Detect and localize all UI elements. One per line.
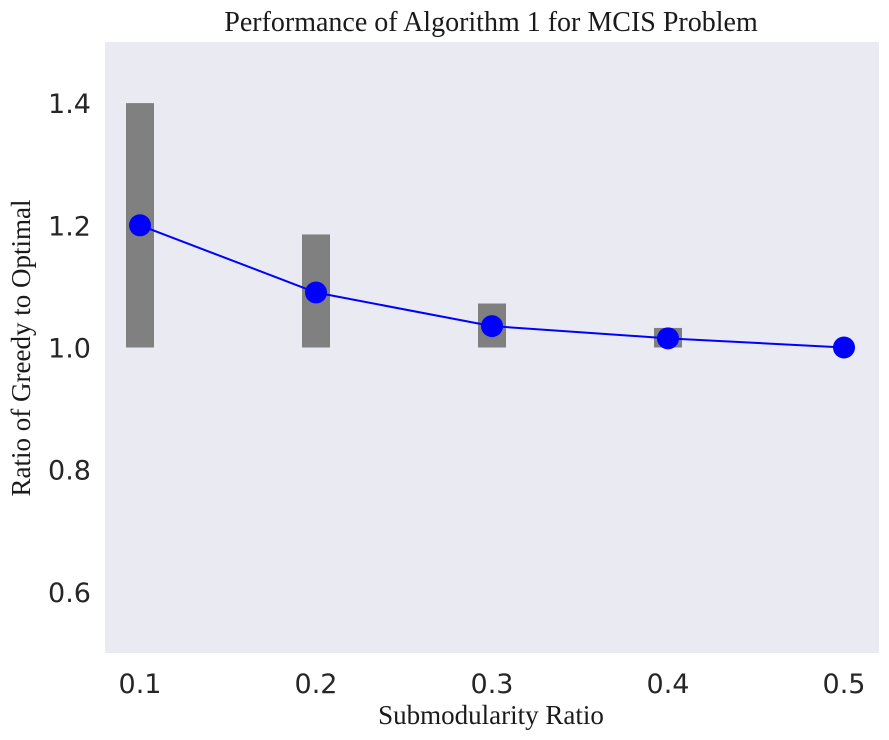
data-point xyxy=(305,281,327,304)
y-tick-label: 0.8 xyxy=(48,456,91,487)
data-point xyxy=(833,336,855,359)
x-tick-label: 0.5 xyxy=(823,669,866,700)
data-point xyxy=(657,327,679,350)
x-tick-label: 0.3 xyxy=(471,669,514,700)
x-tick-labels: 0.1 0.2 0.3 0.4 0.5 xyxy=(119,669,866,700)
chart-title: Performance of Algorithm 1 for MCIS Prob… xyxy=(224,7,758,38)
y-tick-label: 0.6 xyxy=(48,578,91,609)
y-tick-label: 1.2 xyxy=(48,211,91,242)
y-axis-label: Ratio of Greedy to Optimal xyxy=(6,200,36,497)
x-tick-label: 0.1 xyxy=(119,669,162,700)
y-tick-label: 1.4 xyxy=(48,89,91,120)
data-point xyxy=(129,214,151,237)
data-point xyxy=(481,315,503,338)
x-axis-label: Submodularity Ratio xyxy=(378,700,604,730)
series-points xyxy=(129,214,855,359)
x-tick-label: 0.2 xyxy=(295,669,338,700)
x-tick-label: 0.4 xyxy=(647,669,690,700)
y-tick-labels: 0.6 0.8 1.0 1.2 1.4 xyxy=(48,89,91,609)
y-tick-label: 1.0 xyxy=(48,334,91,365)
